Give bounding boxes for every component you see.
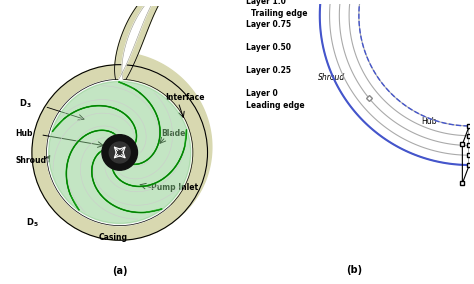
Text: Blade: Blade xyxy=(162,129,186,138)
Text: $\mathbf{D_3}$: $\mathbf{D_3}$ xyxy=(19,97,32,110)
Polygon shape xyxy=(52,106,137,147)
Polygon shape xyxy=(91,149,162,213)
Polygon shape xyxy=(66,130,118,210)
Text: $\mathbf{D_5}$: $\mathbf{D_5}$ xyxy=(26,217,38,229)
Text: Pump Inlet: Pump Inlet xyxy=(151,183,198,192)
Polygon shape xyxy=(115,0,170,79)
Polygon shape xyxy=(120,52,212,214)
Text: Layer 0.75: Layer 0.75 xyxy=(246,20,292,29)
Text: Hub: Hub xyxy=(421,117,437,126)
Text: Outlet: Outlet xyxy=(0,283,1,284)
Text: Casing: Casing xyxy=(99,233,128,242)
Text: Shroud: Shroud xyxy=(15,156,46,165)
Text: Shroud: Shroud xyxy=(319,73,346,82)
Text: Leading edge: Leading edge xyxy=(246,101,305,110)
Circle shape xyxy=(109,142,130,163)
Text: (b): (b) xyxy=(346,265,362,275)
Circle shape xyxy=(46,79,193,225)
Text: Layer 0.25: Layer 0.25 xyxy=(246,66,291,75)
Circle shape xyxy=(49,82,191,224)
Text: Layer 0: Layer 0 xyxy=(246,89,278,98)
Polygon shape xyxy=(118,0,163,79)
Circle shape xyxy=(102,135,137,170)
Text: Trailing edge: Trailing edge xyxy=(251,9,307,18)
Text: (a): (a) xyxy=(112,266,128,276)
Circle shape xyxy=(32,65,208,240)
Text: Hub: Hub xyxy=(15,129,33,138)
Text: Layer 0.50: Layer 0.50 xyxy=(246,43,291,52)
Polygon shape xyxy=(112,130,186,187)
Text: Interface: Interface xyxy=(166,93,205,102)
Polygon shape xyxy=(118,82,160,164)
Text: Layer 1.0: Layer 1.0 xyxy=(246,0,286,6)
